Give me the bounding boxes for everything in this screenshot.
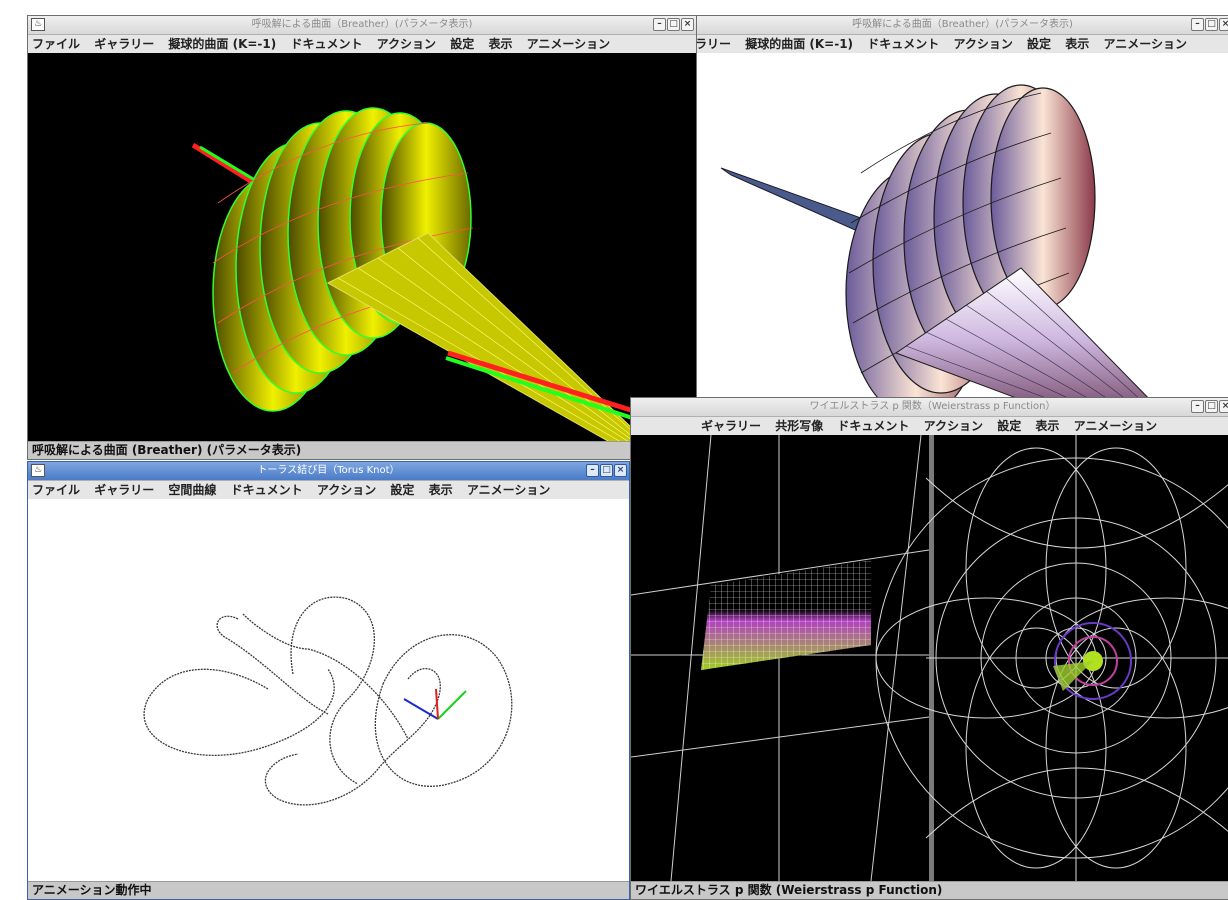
maximize-icon[interactable]: □: [667, 18, 680, 31]
close-icon[interactable]: ×: [1219, 18, 1228, 31]
menu-animation[interactable]: アニメーション: [466, 483, 551, 497]
menu-settings[interactable]: 設定: [1027, 37, 1052, 51]
menu-view[interactable]: 表示: [1035, 419, 1060, 433]
menu-document[interactable]: ドキュメント: [230, 483, 303, 497]
minimize-icon[interactable]: –: [586, 464, 599, 477]
menu-document[interactable]: ドキュメント: [837, 419, 910, 433]
torus-knot-menubar: ファイル ギャラリー 空間曲線 ドキュメント アクション 設定 表示 アニメーシ…: [28, 481, 629, 499]
torus-knot-titlebar[interactable]: ♨ トーラス結び目（Torus Knot） – □ ×: [28, 462, 629, 481]
menu-gallery[interactable]: ラリー: [695, 37, 732, 51]
menu-action[interactable]: アクション: [376, 37, 437, 51]
menu-pseudosphere[interactable]: 擬球的曲面 (K=-1): [168, 37, 277, 51]
menu-gallery[interactable]: ギャラリー: [701, 419, 762, 433]
breather-right-titlebar[interactable]: 呼吸解による曲面（Breather）(パラメータ表示) – □ ×: [691, 16, 1228, 35]
menu-view[interactable]: 表示: [1065, 37, 1090, 51]
menu-animation[interactable]: アニメーション: [526, 37, 611, 51]
breather-left-canvas[interactable]: [28, 53, 696, 442]
close-icon[interactable]: ×: [1219, 400, 1228, 413]
menu-action[interactable]: アクション: [316, 483, 377, 497]
breather-window-left: ♨ 呼吸解による曲面（Breather）(パラメータ表示) – □ × ファイル…: [27, 15, 697, 460]
breather-left-menubar: ファイル ギャラリー 擬球的曲面 (K=-1) ドキュメント アクション 設定 …: [28, 35, 696, 53]
torus-knot-title: トーラス結び目（Torus Knot）: [257, 465, 400, 476]
menu-gallery[interactable]: ギャラリー: [94, 37, 155, 51]
menu-space-curve[interactable]: 空間曲線: [168, 483, 217, 497]
minimize-icon[interactable]: –: [1191, 18, 1204, 31]
maximize-icon[interactable]: □: [1205, 18, 1218, 31]
weierstrass-titlebar[interactable]: ワイエルストラス p 関数（Weierstrass p Function） – …: [631, 398, 1228, 417]
java-cup-icon[interactable]: ♨: [31, 464, 45, 477]
menu-action[interactable]: アクション: [953, 37, 1013, 51]
menu-settings[interactable]: 設定: [450, 37, 475, 51]
maximize-icon[interactable]: □: [600, 464, 613, 477]
breather-right-menubar: ラリー 擬球的曲面 (K=-1) ドキュメント アクション 設定 表示 アニメー…: [691, 35, 1228, 53]
java-cup-icon[interactable]: ♨: [31, 18, 45, 31]
menu-file[interactable]: ファイル: [32, 37, 81, 51]
menu-conformal[interactable]: 共形写像: [775, 419, 824, 433]
menu-view[interactable]: 表示: [428, 483, 453, 497]
breather-window-right: 呼吸解による曲面（Breather）(パラメータ表示) – □ × ラリー 擬球…: [690, 15, 1228, 410]
weierstrass-title: ワイエルストラス p 関数（Weierstrass p Function）: [809, 401, 1056, 412]
weierstrass-canvas[interactable]: [631, 435, 1228, 881]
menu-document[interactable]: ドキュメント: [290, 37, 363, 51]
breather-left-status: 呼吸解による曲面 (Breather) (パラメータ表示): [28, 441, 696, 459]
menu-file[interactable]: ファイル: [32, 483, 81, 497]
menu-action[interactable]: アクション: [923, 419, 984, 433]
maximize-icon[interactable]: □: [1205, 400, 1218, 413]
menu-gallery[interactable]: ギャラリー: [94, 483, 155, 497]
menu-view[interactable]: 表示: [488, 37, 513, 51]
menu-animation[interactable]: アニメーション: [1103, 37, 1187, 51]
close-icon[interactable]: ×: [614, 464, 627, 477]
menu-document[interactable]: ドキュメント: [867, 37, 940, 51]
minimize-icon[interactable]: –: [653, 18, 666, 31]
weierstrass-status: ワイエルストラス p 関数 (Weierstrass p Function): [631, 881, 1228, 899]
menu-pseudosphere[interactable]: 擬球的曲面 (K=-1): [745, 37, 854, 51]
weierstrass-window: ワイエルストラス p 関数（Weierstrass p Function） – …: [630, 397, 1228, 900]
weierstrass-menubar: ギャラリー 共形写像 ドキュメント アクション 設定 表示 アニメーション: [631, 417, 1228, 435]
torus-knot-window: ♨ トーラス結び目（Torus Knot） – □ × ファイル ギャラリー 空…: [27, 461, 630, 900]
menu-animation[interactable]: アニメーション: [1073, 419, 1158, 433]
torus-knot-status: アニメーション動作中: [28, 881, 629, 899]
breather-right-title: 呼吸解による曲面（Breather）(パラメータ表示): [852, 19, 1073, 30]
torus-knot-canvas[interactable]: [28, 499, 629, 881]
breather-left-titlebar[interactable]: ♨ 呼吸解による曲面（Breather）(パラメータ表示) – □ ×: [28, 16, 696, 35]
breather-right-canvas[interactable]: [691, 53, 1228, 409]
close-icon[interactable]: ×: [681, 18, 694, 31]
menu-settings[interactable]: 設定: [390, 483, 415, 497]
minimize-icon[interactable]: –: [1191, 400, 1204, 413]
menu-settings[interactable]: 設定: [997, 419, 1022, 433]
breather-left-title: 呼吸解による曲面（Breather）(パラメータ表示): [251, 19, 473, 30]
